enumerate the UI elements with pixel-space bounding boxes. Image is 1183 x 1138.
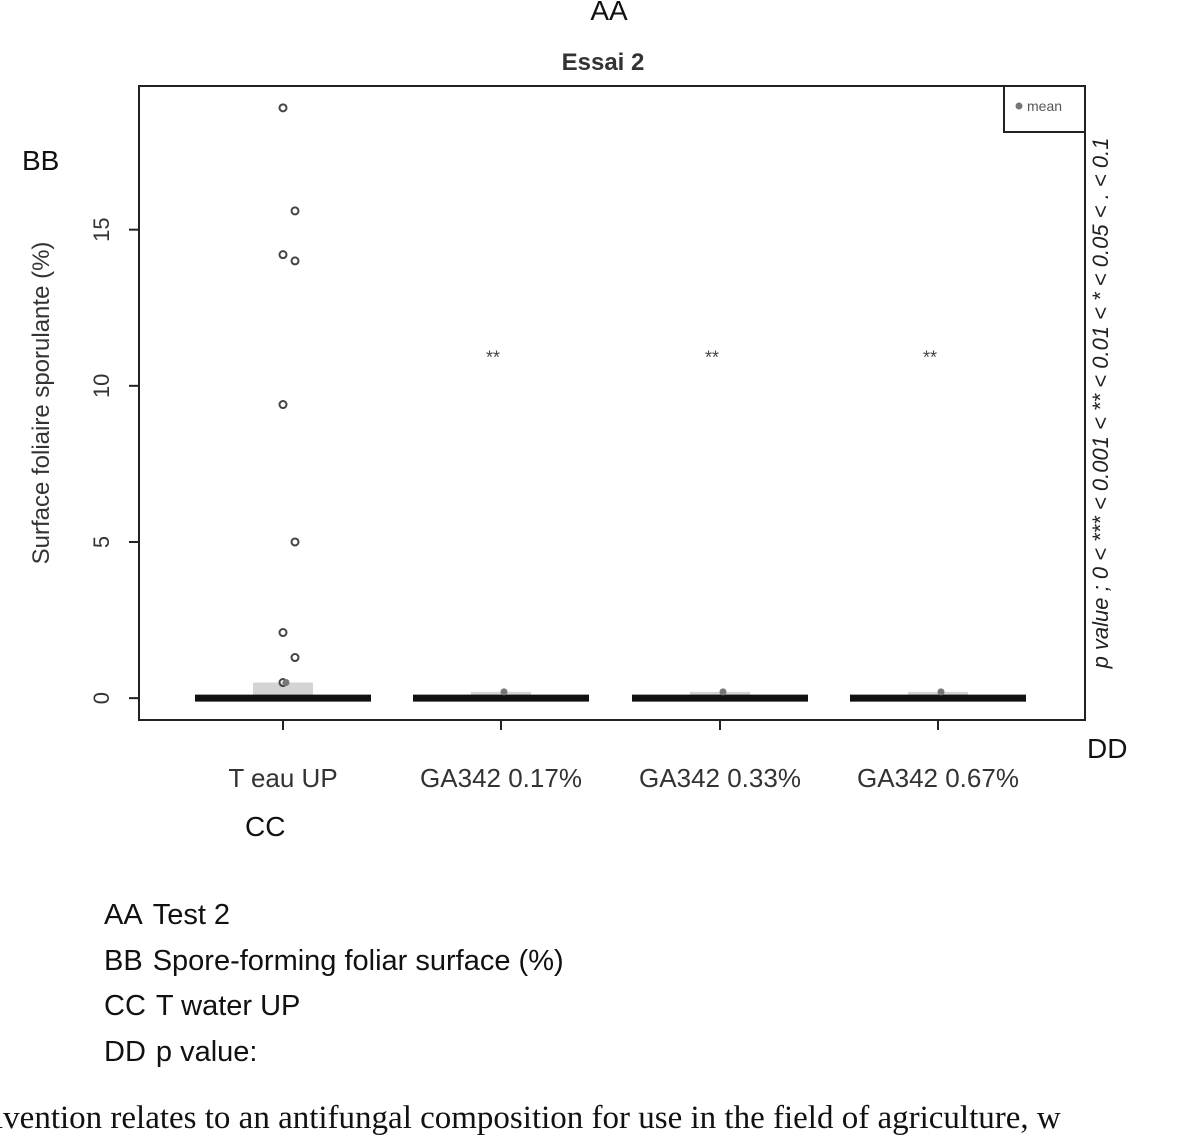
boxes [195,683,1026,702]
legend-text: Spore-forming foliar surface (%) [153,945,564,977]
legend-row: CC T water UP [104,984,564,1030]
callout-aa: AA [590,0,628,26]
mean-point [938,688,945,695]
legend-marker [1016,103,1023,110]
significance-label: ** [486,348,500,368]
outlier-point [280,629,287,636]
callout-dd: DD [1087,733,1127,764]
significance-marks: ** ** ** [486,348,937,368]
x-tick-label: GA342 0.33% [639,763,801,793]
legend-entry: mean [1027,98,1062,114]
y-tick-label: 15 [89,217,114,241]
y-tick-label: 10 [89,374,114,398]
outlier-point [292,257,299,264]
outlier-point [280,251,287,258]
mean-point [283,679,290,686]
outlier-point [292,207,299,214]
legend-row: BB Spore-forming foliar surface (%) [104,939,564,985]
mean-point [720,688,727,695]
y-axis-label: Surface foliaire sporulante (%) [28,242,55,565]
points [280,104,945,695]
outlier-point [280,401,287,408]
significance-label: ** [923,348,937,368]
outlier-point [292,654,299,661]
y-tick-label: 0 [89,692,114,704]
y-axis: 0 5 10 15 [89,217,139,704]
mean-point [501,688,508,695]
callout-cc: CC [245,811,285,842]
legend-row: DD p value: [104,1030,564,1076]
callout-bb: BB [22,145,59,176]
x-axis: T eau UP GA342 0.17% GA342 0.33% GA342 0.67… [228,720,1019,793]
body-text: ıvention relates to an antifungal compos… [0,1100,1061,1137]
outlier-point [292,538,299,545]
legend: mean [1004,86,1085,132]
legend-text: T water UP [156,990,301,1022]
x-tick-label: GA342 0.67% [857,763,1019,793]
legend-text: Test 2 [153,899,230,931]
legend-code: CC [104,984,146,1030]
p-value-label: p value ; 0 < *** < 0.001 < ** < 0.01 < … [1088,138,1113,670]
x-tick-label: GA342 0.17% [420,763,582,793]
legend-code: DD [104,1030,146,1076]
legend-code: AA [104,893,143,939]
significance-label: ** [705,348,719,368]
legend-row: AA Test 2 [104,893,564,939]
x-tick-label: T eau UP [228,763,337,793]
outlier-point [280,104,287,111]
y-tick-label: 5 [89,536,114,548]
chart-title: Essai 2 [562,49,645,76]
legend-code: BB [104,939,143,985]
legend-text: p value: [156,1036,258,1068]
callout-legend: AA Test 2 BB Spore-forming foliar surface … [104,893,564,1075]
